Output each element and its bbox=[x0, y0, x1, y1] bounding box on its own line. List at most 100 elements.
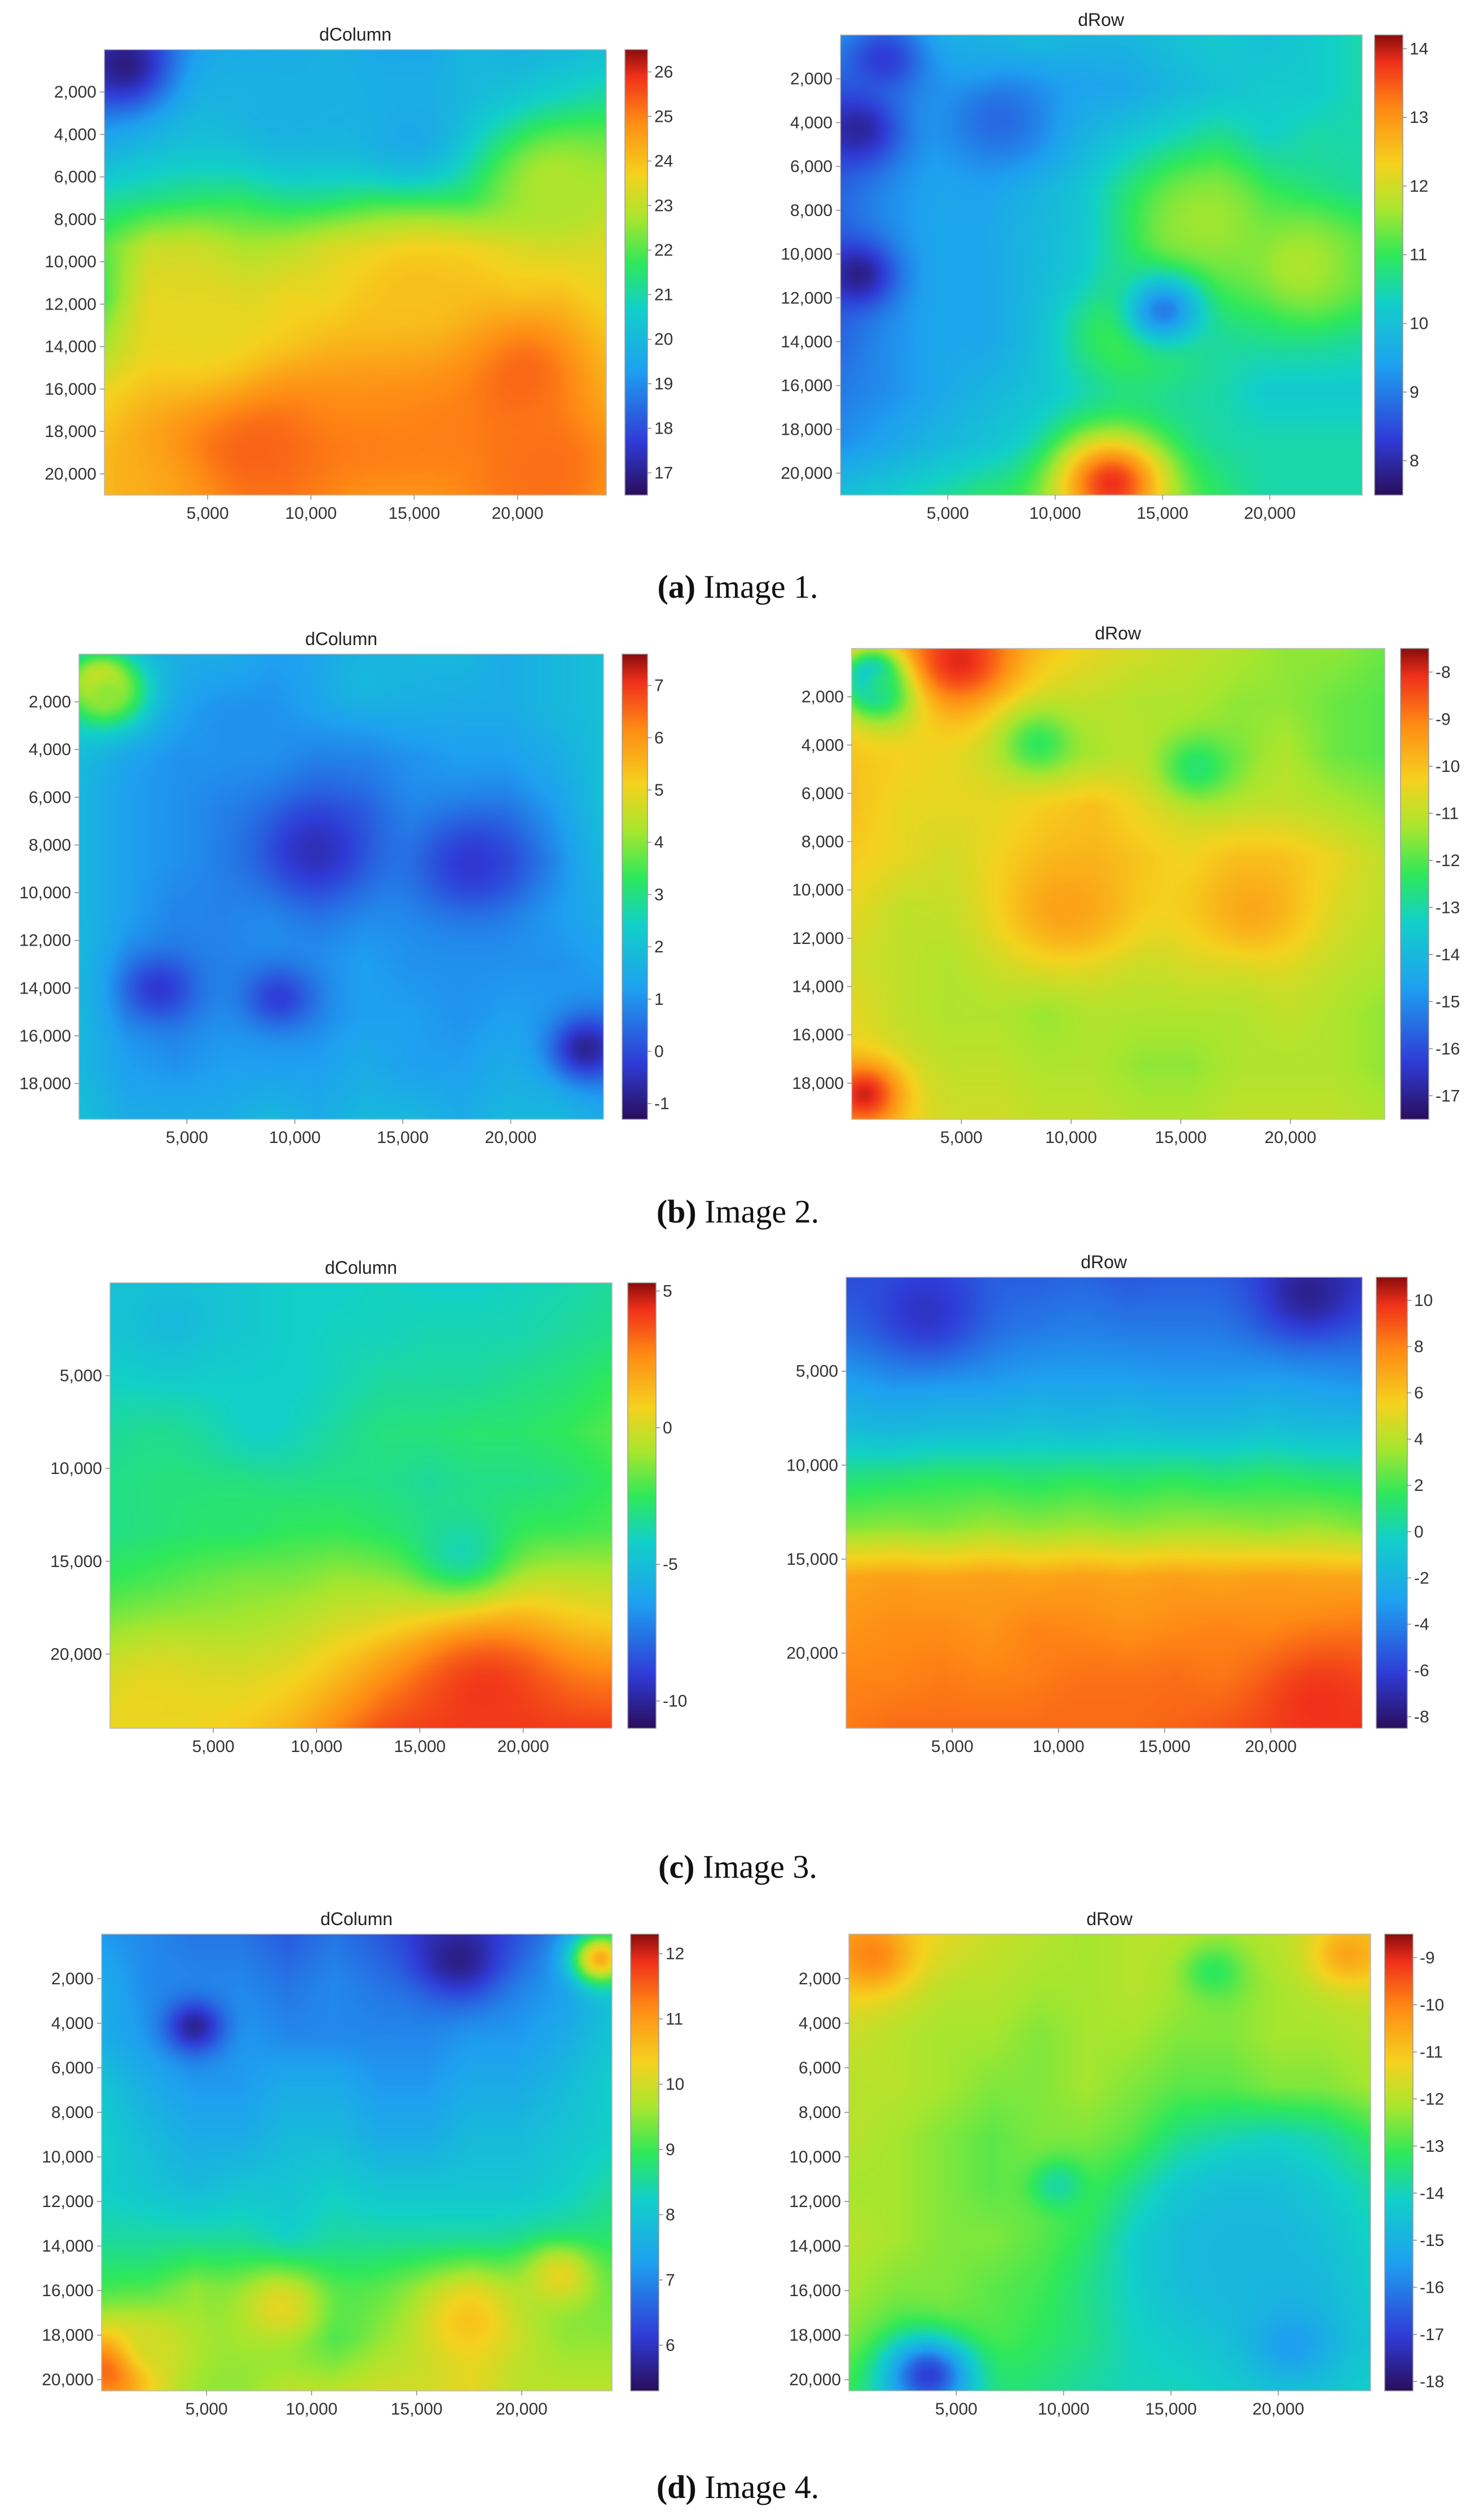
panel-title: dRow bbox=[1086, 1909, 1133, 1929]
colorbar-tick-label: 7 bbox=[666, 2271, 675, 2289]
heatmap-surface bbox=[849, 1934, 1371, 2391]
colorbar-tick-label: -5 bbox=[663, 1555, 678, 1574]
heatmap-panel: dRow 5,000 10,000 15,000 20,000 2,000 4,000 6,0… bbox=[789, 1909, 1444, 2419]
colorbar-tick-label: 11 bbox=[666, 2010, 683, 2028]
caption-text: Image 4. bbox=[705, 2469, 819, 2505]
y-tick-label: 8,000 bbox=[54, 210, 96, 229]
plot-frame bbox=[840, 34, 1363, 496]
y-tick-label: 4,000 bbox=[799, 2014, 841, 2033]
caption-label: (c) bbox=[658, 1848, 694, 1885]
y-tick-label: 18,000 bbox=[19, 1075, 71, 1093]
colorbar-tick-label: 23 bbox=[654, 197, 673, 215]
caption-label: (d) bbox=[657, 2469, 697, 2505]
y-tick-label: 15,000 bbox=[50, 1552, 102, 1571]
x-tick-label: 10,000 bbox=[286, 2400, 338, 2419]
heatmap-surface bbox=[852, 648, 1385, 1119]
x-tick-label: 10,000 bbox=[1038, 2400, 1090, 2419]
heatmap-panel: dRow 5,000 10,000 15,000 20,000 5,000 10,000 15… bbox=[786, 1252, 1433, 1756]
colorbar-tick-label: -14 bbox=[1420, 2184, 1444, 2203]
colorbar-tick-label: -16 bbox=[1420, 2278, 1444, 2297]
colorbar-tick-label: 8 bbox=[666, 2206, 675, 2225]
plot-frame bbox=[848, 1934, 1371, 2391]
colorbar-tick-label: -12 bbox=[1420, 2090, 1444, 2108]
colorbar-tick-label: 25 bbox=[654, 108, 673, 126]
x-tick-label: 15,000 bbox=[391, 2400, 443, 2419]
y-tick-label: 14,000 bbox=[792, 977, 844, 996]
y-tick-label: 8,000 bbox=[802, 833, 844, 851]
y-tick-label: 4,000 bbox=[54, 125, 96, 144]
x-tick-label: 15,000 bbox=[394, 1737, 446, 1756]
y-tick-label: 8,000 bbox=[790, 201, 833, 220]
y-tick-label: 10,000 bbox=[42, 2148, 94, 2166]
colorbar-tick-label: 21 bbox=[654, 286, 673, 304]
y-tick-label: 6,000 bbox=[54, 168, 96, 187]
colorbar-tick-label: 11 bbox=[1410, 246, 1427, 264]
y-tick-label: 2,000 bbox=[802, 688, 844, 707]
colorbar-tick-label: -15 bbox=[1436, 992, 1460, 1011]
x-tick-label: 20,000 bbox=[1252, 2400, 1304, 2419]
x-tick-label: 5,000 bbox=[940, 1128, 983, 1147]
colorbar-tick-label: 5 bbox=[654, 781, 664, 800]
colorbar-tick-label: 7 bbox=[654, 677, 664, 695]
heatmap-surface bbox=[102, 1934, 612, 2391]
colorbar-tick-label: -4 bbox=[1414, 1615, 1429, 1634]
y-tick-label: 4,000 bbox=[790, 113, 833, 132]
y-tick-label: 4,000 bbox=[51, 2014, 94, 2033]
y-tick-label: 4,000 bbox=[29, 740, 71, 759]
x-tick-label: 15,000 bbox=[1155, 1128, 1207, 1147]
panel-title: dRow bbox=[1081, 1252, 1128, 1272]
colorbar-tick-label: 1 bbox=[654, 990, 664, 1009]
colorbar bbox=[630, 1934, 659, 2391]
panel-title: dColumn bbox=[305, 629, 377, 649]
x-tick-label: 20,000 bbox=[1245, 1737, 1297, 1756]
colorbar-tick-label: 5 bbox=[663, 1282, 672, 1301]
x-tick-label: 15,000 bbox=[388, 504, 440, 523]
colorbar-tick-label: 9 bbox=[666, 2141, 675, 2159]
colorbar-tick-label: -1 bbox=[654, 1094, 670, 1113]
colorbar-tick-label: 0 bbox=[654, 1042, 664, 1061]
plot-frame bbox=[109, 1282, 613, 1729]
heatmap-panel: dColumn 5,000 10,000 15,000 20,000 2,000 4,000… bbox=[42, 1909, 684, 2419]
y-tick-label: 16,000 bbox=[789, 2281, 841, 2300]
x-tick-label: 5,000 bbox=[935, 2400, 978, 2419]
x-tick-label: 5,000 bbox=[192, 1737, 235, 1756]
caption-label: (b) bbox=[657, 1193, 697, 1230]
colorbar bbox=[622, 654, 648, 1120]
y-tick-label: 20,000 bbox=[42, 2371, 94, 2389]
y-tick-label: 12,000 bbox=[781, 289, 833, 307]
colorbar-tick-label: 20 bbox=[654, 330, 673, 349]
y-tick-label: 16,000 bbox=[19, 1027, 71, 1045]
y-tick-label: 6,000 bbox=[29, 788, 71, 807]
colorbar-tick-label: -17 bbox=[1436, 1087, 1460, 1105]
heatmap-surface bbox=[846, 1277, 1362, 1728]
colorbar-tick-label: 14 bbox=[1410, 39, 1428, 58]
y-tick-label: 14,000 bbox=[19, 979, 71, 998]
colorbar-tick-label: 8 bbox=[1414, 1338, 1424, 1356]
colorbar-tick-label: 10 bbox=[1410, 315, 1428, 333]
heatmap-surface bbox=[79, 654, 604, 1119]
x-tick-label: 5,000 bbox=[931, 1737, 974, 1756]
colorbar-tick-label: -2 bbox=[1414, 1569, 1429, 1587]
panel-title: dColumn bbox=[319, 24, 391, 45]
panel-title: dColumn bbox=[325, 1257, 397, 1278]
colorbar bbox=[1384, 1934, 1414, 2391]
y-tick-label: 5,000 bbox=[796, 1362, 838, 1381]
colorbar-tick-label: -14 bbox=[1436, 946, 1460, 964]
caption-b: (b) Image 2. bbox=[657, 1193, 819, 1230]
colorbar-tick-label: -8 bbox=[1414, 1707, 1429, 1726]
colorbar-tick-label: -13 bbox=[1436, 898, 1460, 917]
y-tick-label: 20,000 bbox=[786, 1644, 838, 1663]
x-tick-label: 5,000 bbox=[927, 504, 969, 523]
x-tick-label: 20,000 bbox=[1265, 1128, 1317, 1147]
y-tick-label: 20,000 bbox=[789, 2371, 841, 2389]
y-tick-label: 14,000 bbox=[789, 2237, 841, 2256]
x-tick-label: 20,000 bbox=[1244, 504, 1296, 523]
colorbar-tick-label: 6 bbox=[654, 729, 664, 747]
y-tick-label: 20,000 bbox=[50, 1645, 102, 1663]
colorbar-tick-label: -10 bbox=[1436, 757, 1460, 776]
colorbar-tick-label: 8 bbox=[1410, 452, 1419, 470]
y-tick-label: 18,000 bbox=[45, 422, 96, 441]
colorbar-tick-label: 6 bbox=[666, 2336, 675, 2355]
